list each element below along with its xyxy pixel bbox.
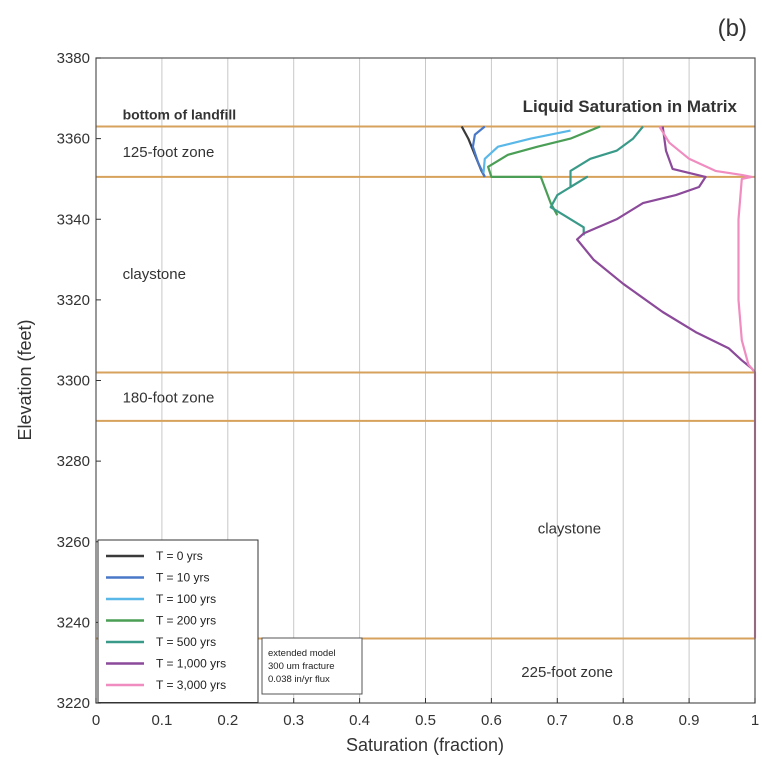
x-tick-label: 0.4 bbox=[349, 712, 370, 729]
x-tick-label: 0.3 bbox=[283, 712, 304, 729]
legend-label: T = 200 yrs bbox=[156, 614, 216, 628]
note-line: 300 um fracture bbox=[268, 661, 335, 672]
note-box bbox=[261, 637, 363, 695]
x-tick-label: 0.1 bbox=[151, 712, 172, 729]
x-tick-label: 0 bbox=[92, 712, 100, 729]
y-axis-label: Elevation (feet) bbox=[15, 319, 35, 440]
x-tick-label: 0.6 bbox=[481, 712, 502, 729]
y-tick-label: 3320 bbox=[57, 292, 90, 309]
annotations: bottom of landfill 125-foot zone claystone… bbox=[123, 106, 613, 681]
zone-annotation: 225-foot zone bbox=[521, 664, 613, 681]
legend-label: T = 0 yrs bbox=[156, 549, 203, 563]
zone-annotation: claystone bbox=[123, 266, 186, 283]
series-line bbox=[482, 129, 571, 174]
series-line bbox=[575, 126, 756, 374]
x-tick-label: 0.5 bbox=[415, 712, 436, 729]
zone-annotation: claystone bbox=[538, 521, 601, 538]
series-lines bbox=[460, 125, 757, 639]
legend-label: T = 10 yrs bbox=[156, 571, 209, 585]
y-tick-label: 3220 bbox=[57, 695, 90, 712]
zone-annotation: bottom of landfill bbox=[123, 106, 237, 122]
model-note: extended model 300 um fracture 0.038 in/yr… bbox=[261, 637, 363, 695]
x-tick-label: 0.7 bbox=[547, 712, 568, 729]
legend-label: T = 500 yrs bbox=[156, 635, 216, 649]
series-line bbox=[658, 125, 757, 639]
x-tick-label: 0.2 bbox=[217, 712, 238, 729]
y-tick-labels: 3220 3240 3260 3280 3300 3320 3340 3360 3380 bbox=[57, 50, 101, 712]
panel-label: (b) bbox=[718, 15, 747, 42]
legend-label: T = 100 yrs bbox=[156, 592, 216, 606]
note-line: extended model bbox=[268, 648, 336, 659]
zone-annotation: 180-foot zone bbox=[123, 390, 215, 407]
y-tick-label: 3260 bbox=[57, 534, 90, 551]
legend-label: T = 1,000 yrs bbox=[156, 657, 226, 671]
x-axis-label: Saturation (fraction) bbox=[346, 735, 504, 755]
y-tick-label: 3360 bbox=[57, 131, 90, 148]
legend-label: T = 3,000 yrs bbox=[156, 678, 226, 692]
series-line bbox=[549, 125, 644, 236]
series-line bbox=[471, 125, 486, 178]
y-tick-label: 3280 bbox=[57, 453, 90, 470]
legend: T = 0 yrs T = 10 yrs T = 100 yrs T = 200 yr… bbox=[97, 539, 259, 703]
note-line: 0.038 in/yr flux bbox=[268, 674, 330, 685]
x-tick-label: 1 bbox=[751, 712, 759, 729]
series-line bbox=[487, 125, 601, 216]
x-tick-label: 0.8 bbox=[613, 712, 634, 729]
chart-title: Liquid Saturation in Matrix bbox=[523, 97, 738, 116]
y-tick-label: 3300 bbox=[57, 373, 90, 390]
y-tick-label: 3340 bbox=[57, 211, 90, 228]
x-tick-label: 0.9 bbox=[679, 712, 700, 729]
y-tick-label: 3240 bbox=[57, 614, 90, 631]
y-tick-label: 3380 bbox=[57, 50, 90, 67]
zone-annotation: 125-foot zone bbox=[123, 144, 215, 161]
